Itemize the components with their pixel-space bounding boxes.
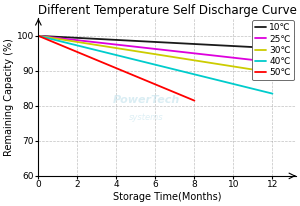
50℃ (193, 99, 196, 102)
Legend: 10℃, 25℃, 30℃, 40℃, 50℃: 10℃, 25℃, 30℃, 40℃, 50℃ (252, 20, 294, 81)
X-axis label: Storage Time(Months): Storage Time(Months) (113, 192, 221, 202)
Text: systems: systems (129, 113, 164, 122)
Text: PowerTech: PowerTech (113, 95, 180, 105)
Y-axis label: Remaining Capacity (%): Remaining Capacity (%) (4, 38, 14, 156)
Line: 50℃: 50℃ (38, 36, 194, 101)
50℃ (37, 35, 40, 37)
Title: Different Temperature Self Discharge Curve: Different Temperature Self Discharge Cur… (38, 4, 296, 17)
